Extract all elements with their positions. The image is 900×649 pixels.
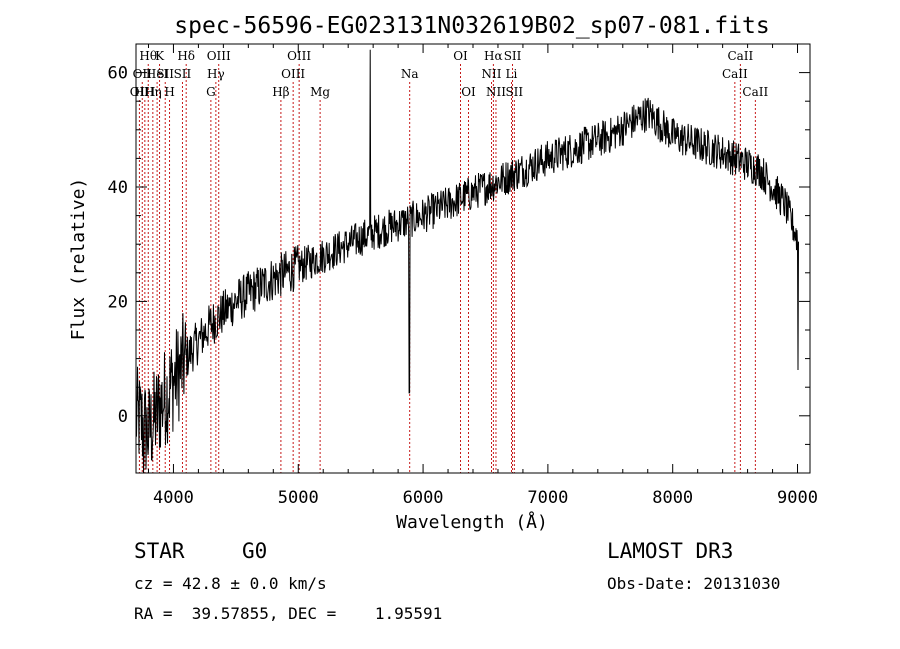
line-marker-label: SII — [504, 49, 522, 63]
spectral-line-labels: OIIOIIHHHθHηHeIKSIIHHδSIIGHγOIIIHβOIIIOI… — [130, 49, 769, 99]
line-marker-label: SII — [156, 67, 174, 81]
object-class: STAR — [134, 539, 185, 563]
line-marker-label: CaII — [727, 49, 753, 63]
survey-name: LAMOST DR3 — [607, 539, 733, 563]
y-axis-ticks: 0 20 40 60 — [108, 43, 810, 474]
plot-frame — [135, 43, 811, 474]
x-axis-ticks: 4000 5000 6000 7000 8000 9000 — [147, 44, 818, 508]
line-marker-label: NII — [486, 85, 506, 99]
x-tick-label: 9000 — [777, 488, 818, 508]
x-tick-label: 8000 — [652, 488, 693, 508]
line-marker-label: Na — [401, 67, 419, 81]
subclass: G0 — [242, 539, 267, 563]
line-marker-label: Li — [506, 67, 518, 81]
line-marker-label: SII — [505, 85, 523, 99]
line-marker-label: OIII — [281, 67, 305, 81]
x-tick-label: 4000 — [153, 488, 194, 508]
line-marker-label: CaII — [722, 67, 748, 81]
y-tick-label: 40 — [108, 178, 128, 198]
line-marker-label: Mg — [310, 85, 330, 99]
line-marker-label: Hγ — [207, 67, 225, 81]
line-marker-label: CaII — [742, 85, 768, 99]
line-marker-label: OI — [461, 85, 476, 99]
line-marker-label: HeI — [146, 67, 169, 81]
obs-date: Obs-Date: 20131030 — [607, 574, 780, 593]
line-marker-label: Hθ — [139, 49, 157, 63]
line-marker-label: H — [164, 85, 174, 99]
line-marker-label: Hη — [144, 85, 162, 99]
spectrum-series — [135, 49, 799, 474]
line-marker-label: Hα — [484, 49, 503, 63]
x-tick-label: 5000 — [278, 488, 319, 508]
chart-title: spec-56596-EG023131N032619B02_sp07-081.f… — [174, 13, 769, 39]
line-marker-label: SII — [174, 67, 192, 81]
line-marker-label: K — [155, 49, 165, 63]
y-tick-label: 0 — [118, 407, 128, 427]
line-marker-label: NII — [481, 67, 501, 81]
redshift-cz: cz = 42.8 ± 0.0 km/s — [134, 574, 327, 593]
line-marker-label: OI — [453, 49, 468, 63]
x-tick-label: 6000 — [403, 488, 444, 508]
line-marker-label: OII — [130, 85, 150, 99]
x-tick-label: 7000 — [527, 488, 568, 508]
y-axis-label: Flux (relative) — [68, 178, 89, 341]
line-marker-label: Hβ — [272, 85, 289, 99]
x-axis-label: Wavelength (Å) — [396, 511, 548, 533]
line-marker-label: OIII — [207, 49, 231, 63]
line-marker-label: G — [206, 85, 216, 99]
line-marker-label: OII — [133, 67, 153, 81]
y-tick-label: 60 — [108, 64, 128, 84]
y-tick-label: 20 — [108, 292, 128, 312]
line-marker-label: OIII — [287, 49, 311, 63]
line-marker-label: HH — [134, 85, 155, 99]
ra-dec: RA = 39.57855, DEC = 1.95591 — [134, 604, 442, 623]
line-marker-label: Hδ — [177, 49, 195, 63]
